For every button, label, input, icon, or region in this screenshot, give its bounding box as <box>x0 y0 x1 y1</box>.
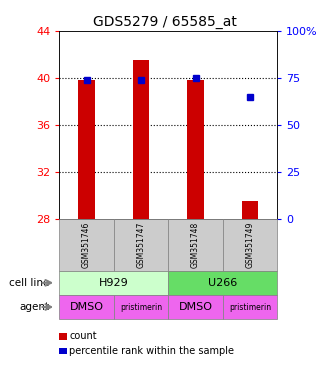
Text: U266: U266 <box>208 278 237 288</box>
Text: pristimerin: pristimerin <box>229 303 271 311</box>
Text: DMSO: DMSO <box>179 302 213 312</box>
Text: GSM351747: GSM351747 <box>137 222 146 268</box>
Text: pristimerin: pristimerin <box>120 303 162 311</box>
Text: GSM351746: GSM351746 <box>82 222 91 268</box>
Text: count: count <box>69 331 97 341</box>
Bar <box>79 80 95 219</box>
Text: GSM351749: GSM351749 <box>246 222 254 268</box>
Bar <box>187 80 204 219</box>
Text: percentile rank within the sample: percentile rank within the sample <box>69 346 234 356</box>
Bar <box>242 201 258 219</box>
Text: GSM351748: GSM351748 <box>191 222 200 268</box>
Text: DMSO: DMSO <box>70 302 104 312</box>
Text: GDS5279 / 65585_at: GDS5279 / 65585_at <box>93 15 237 29</box>
Text: H929: H929 <box>99 278 129 288</box>
Text: cell line: cell line <box>9 278 50 288</box>
Text: agent: agent <box>19 302 50 312</box>
Bar <box>133 60 149 219</box>
